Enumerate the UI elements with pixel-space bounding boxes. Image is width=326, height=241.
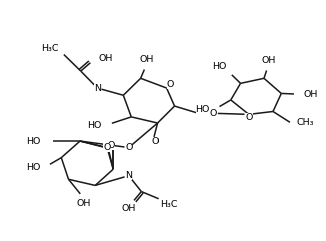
Text: CH₃: CH₃ [296,118,314,127]
Text: O: O [151,137,158,146]
Text: O: O [107,141,115,150]
Text: HO: HO [196,105,210,114]
Text: OH: OH [98,54,112,63]
Text: H₃C: H₃C [41,44,58,53]
Text: OH: OH [140,55,154,64]
Text: HO: HO [26,137,40,146]
Text: O: O [125,143,132,152]
Text: HO: HO [212,62,226,71]
Text: O: O [151,137,158,146]
Text: O: O [103,143,111,152]
Text: N: N [94,84,101,93]
Text: HO: HO [87,121,101,130]
Text: H₃C: H₃C [160,201,178,209]
Text: OH: OH [77,199,91,208]
Text: N: N [125,171,132,180]
Text: O: O [210,109,217,118]
Text: O: O [167,80,174,89]
Text: O: O [167,80,174,89]
Text: HO: HO [26,163,40,172]
Text: OH: OH [261,56,275,65]
Text: O: O [246,114,253,122]
Text: OH: OH [304,90,318,99]
Text: OH: OH [122,204,136,213]
